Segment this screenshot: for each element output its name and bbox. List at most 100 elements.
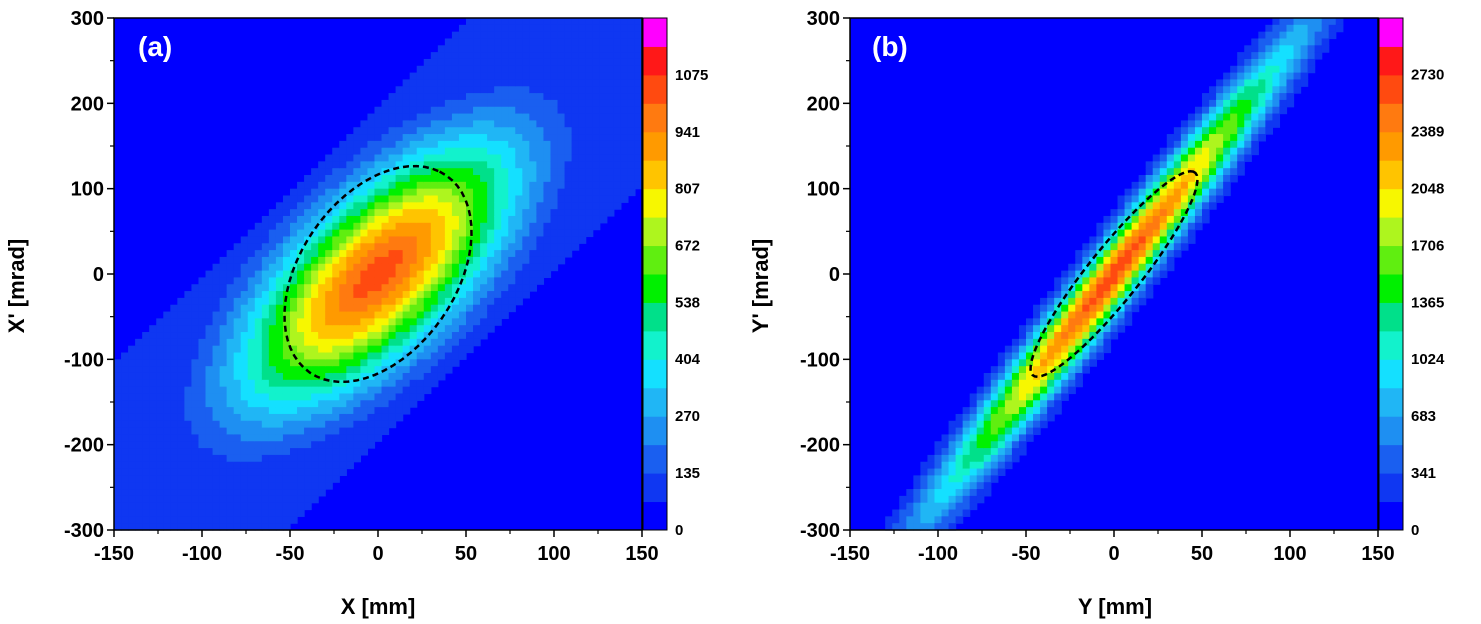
heatmap-cell <box>550 79 559 87</box>
heatmap-cell <box>1075 325 1083 333</box>
heatmap-cell <box>381 386 390 395</box>
heatmap-cell <box>620 168 629 176</box>
heatmap-cell <box>219 468 228 476</box>
heatmap-cell <box>212 420 221 429</box>
heatmap-cell <box>395 99 404 108</box>
heatmap-cell <box>1216 120 1224 128</box>
heatmap-cell <box>899 516 907 524</box>
heatmap-cell <box>1180 140 1189 149</box>
heatmap-cell <box>550 140 559 149</box>
heatmap-cell <box>1011 366 1020 374</box>
heatmap-cell <box>254 222 263 231</box>
heatmap-cell <box>325 229 333 238</box>
heatmap-cell <box>416 147 425 156</box>
heatmap-cell <box>1173 161 1182 169</box>
heatmap-cell <box>381 291 390 299</box>
heatmap-cell <box>606 209 615 217</box>
heatmap-cell <box>114 441 122 449</box>
heatmap-cell <box>290 236 298 244</box>
heatmap-cell <box>1054 311 1062 319</box>
heatmap-cell <box>437 147 446 156</box>
heatmap-cell <box>1194 147 1203 156</box>
heatmap-cell <box>969 434 978 442</box>
heatmap-cell <box>1230 113 1238 121</box>
heatmap-cell <box>304 325 312 333</box>
heatmap-cell <box>402 168 411 176</box>
heatmap-cell <box>325 475 333 483</box>
heatmap-cell <box>1202 147 1210 156</box>
heatmap-cell <box>627 113 636 121</box>
heatmap-cell <box>1202 113 1210 121</box>
heatmap-cell <box>374 332 383 340</box>
heatmap-cell <box>367 434 376 442</box>
heatmap-cell <box>219 495 228 504</box>
heatmap-cell <box>948 420 957 429</box>
heatmap-cell <box>1307 52 1316 60</box>
heatmap-cell <box>1209 147 1217 156</box>
colorbar-frame <box>642 17 668 531</box>
heatmap-cell <box>458 243 467 251</box>
heatmap-cell <box>1166 168 1175 176</box>
heatmap-cell <box>437 58 446 67</box>
heatmap-cell <box>416 65 425 74</box>
heatmap-cell <box>184 359 193 367</box>
heatmap-cell <box>1096 263 1105 272</box>
heatmap-cell <box>416 134 425 142</box>
heatmap-cell <box>1230 134 1238 142</box>
heatmap-cell <box>177 407 185 415</box>
heatmap-cell <box>550 161 559 169</box>
heatmap-cell <box>388 147 397 156</box>
heatmap-cell <box>1194 175 1203 183</box>
heatmap-cell <box>550 229 559 238</box>
heatmap-cell <box>254 475 263 483</box>
heatmap-cell <box>451 175 460 183</box>
heatmap-cell <box>557 18 566 26</box>
heatmap-cell <box>480 202 488 210</box>
heatmap-cell <box>606 58 615 67</box>
heatmap-cell <box>948 448 957 456</box>
heatmap-cell <box>1089 270 1097 279</box>
heatmap-cell <box>261 304 270 313</box>
heatmap-cell <box>184 448 193 456</box>
colorbar-segment <box>1379 501 1403 531</box>
heatmap-cell <box>240 297 249 306</box>
heatmap-cell <box>1033 332 1041 340</box>
heatmap-cell <box>437 195 446 203</box>
heatmap-cell <box>219 434 228 442</box>
heatmap-cell <box>437 325 446 333</box>
heatmap-cell <box>135 441 143 449</box>
heatmap-cell <box>1194 195 1203 203</box>
heatmap-cell <box>374 372 383 381</box>
heatmap-cell <box>466 325 474 333</box>
heatmap-cell <box>1152 229 1161 238</box>
heatmap-cell <box>1068 379 1076 388</box>
heatmap-cell <box>529 175 537 183</box>
heatmap-cell <box>395 215 404 224</box>
heatmap-cell <box>170 495 178 504</box>
heatmap-cell <box>1251 140 1259 149</box>
heatmap-cell <box>226 297 235 306</box>
heatmap-cell <box>1272 72 1281 81</box>
heatmap-cell <box>536 93 545 101</box>
heatmap-cell <box>128 345 136 354</box>
heatmap-cell <box>437 304 446 313</box>
heatmap-cell <box>571 168 580 176</box>
heatmap-cell <box>1110 215 1119 224</box>
heatmap-cell <box>962 434 971 442</box>
heatmap-cell <box>1145 181 1154 190</box>
heatmap-cell <box>1251 52 1259 60</box>
heatmap-cell <box>332 454 340 463</box>
heatmap-cell <box>353 229 361 238</box>
heatmap-cell <box>1033 427 1041 436</box>
heatmap-cell <box>1040 420 1048 429</box>
heatmap-cell <box>564 24 573 33</box>
heatmap-cell <box>1202 161 1210 169</box>
heatmap-cell <box>585 140 594 149</box>
heatmap-cell <box>1047 338 1055 347</box>
heatmap-cell <box>466 134 474 142</box>
heatmap-cell <box>941 502 950 511</box>
heatmap-cell <box>1089 256 1097 265</box>
heatmap-cell <box>360 243 369 251</box>
heatmap-cell <box>444 215 453 224</box>
heatmap-cell <box>1033 311 1041 319</box>
